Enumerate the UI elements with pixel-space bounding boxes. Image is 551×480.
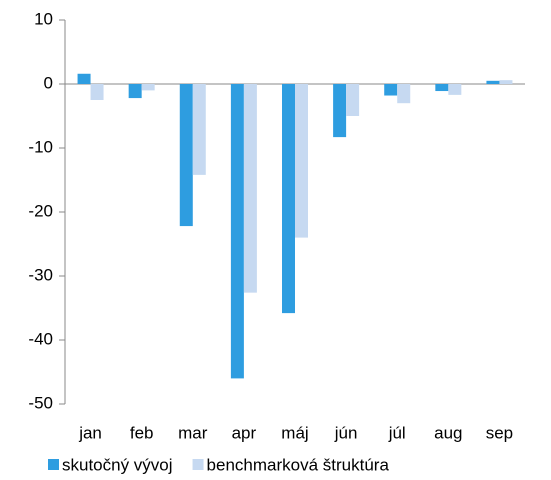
bar	[448, 84, 462, 95]
legend-swatch	[48, 459, 59, 470]
x-tick-label: júl	[388, 423, 406, 442]
legend-swatch	[192, 459, 204, 470]
bar	[486, 80, 500, 84]
x-tick-label: jan	[78, 423, 102, 442]
y-tick-label: -50	[28, 393, 53, 412]
y-tick-label: 0	[44, 73, 53, 92]
bar	[397, 84, 411, 104]
bar	[282, 84, 295, 314]
bar	[90, 84, 104, 100]
x-tick-label: mar	[178, 423, 208, 442]
bar	[333, 84, 347, 138]
x-tick-label: aug	[434, 423, 462, 442]
x-tick-label: sep	[486, 423, 513, 442]
y-tick-label: -10	[28, 137, 53, 156]
x-tick-label: máj	[281, 423, 308, 442]
bar	[243, 84, 257, 293]
bar	[346, 84, 360, 116]
y-tick-label: -40	[28, 329, 53, 348]
x-tick-label: feb	[130, 423, 154, 442]
legend-label: benchmarková štruktúra	[207, 455, 390, 474]
bar	[435, 84, 449, 92]
bar	[295, 84, 308, 238]
y-tick-label: -20	[28, 201, 53, 220]
bar	[141, 84, 155, 91]
bar	[230, 84, 244, 379]
bar	[179, 84, 193, 227]
bar	[192, 84, 206, 175]
x-tick-label: jún	[334, 423, 358, 442]
bar	[499, 80, 513, 84]
bar	[128, 84, 142, 99]
bar	[77, 73, 91, 84]
y-tick-label: 10	[34, 9, 53, 28]
legend-label: skutočný vývoj	[62, 455, 173, 474]
bar	[384, 84, 398, 96]
y-tick-label: -30	[28, 265, 53, 284]
x-tick-label: apr	[232, 423, 257, 442]
